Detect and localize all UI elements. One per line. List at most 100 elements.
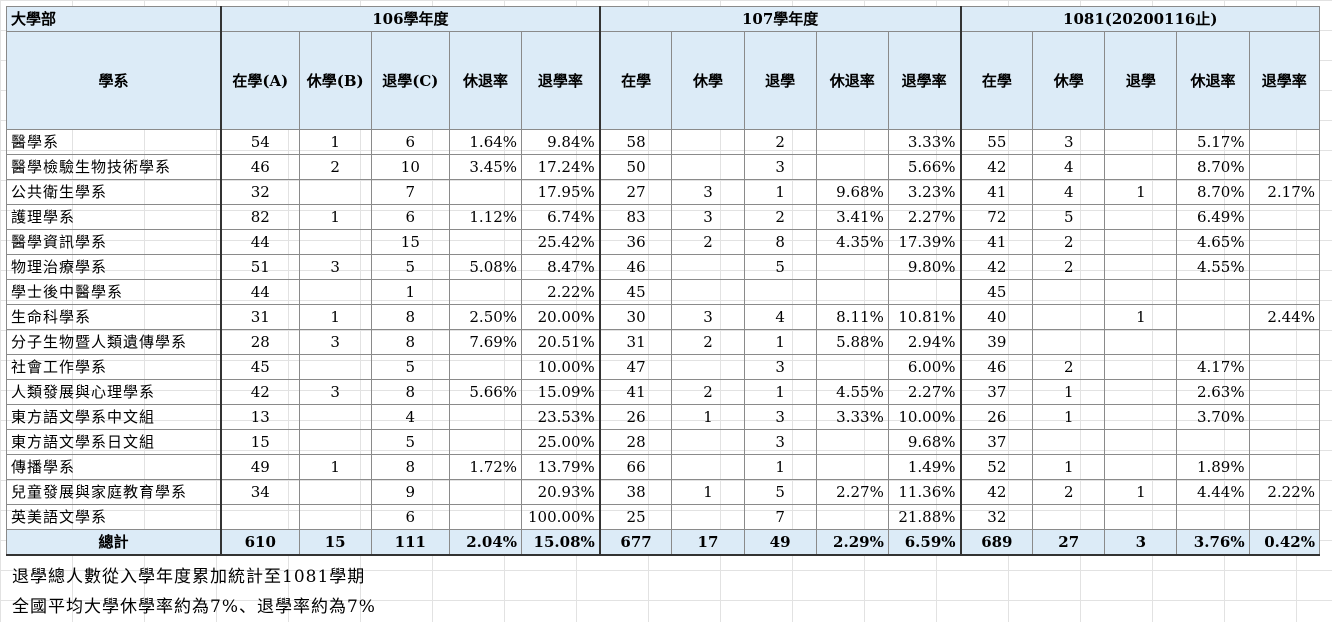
data-cell[interactable]: 45 [599, 279, 673, 305]
data-cell[interactable] [448, 479, 523, 505]
data-cell[interactable]: 8 [370, 329, 450, 355]
data-cell[interactable]: 10.00% [521, 354, 601, 380]
data-cell[interactable]: 37 [960, 429, 1034, 455]
data-cell[interactable] [1248, 229, 1321, 255]
data-cell[interactable]: 3 [743, 354, 817, 380]
data-cell[interactable]: 7 [743, 504, 817, 530]
data-cell[interactable]: 30 [599, 304, 673, 330]
data-cell[interactable]: 31 [599, 329, 673, 355]
data-cell[interactable]: 51 [220, 254, 300, 280]
data-cell[interactable]: 1 [298, 129, 372, 155]
data-cell[interactable] [1104, 404, 1178, 430]
data-cell[interactable]: 4 [1032, 179, 1106, 205]
data-cell[interactable] [298, 479, 372, 505]
data-cell[interactable]: 1 [1032, 454, 1106, 480]
data-cell[interactable]: 66 [599, 454, 673, 480]
data-cell[interactable]: 72 [960, 204, 1034, 230]
data-cell[interactable]: 36 [599, 229, 673, 255]
data-cell[interactable]: 4.65% [1176, 229, 1250, 255]
data-cell[interactable] [1248, 329, 1321, 355]
data-cell[interactable] [448, 229, 523, 255]
col-header[interactable]: 退學(C) [370, 31, 450, 130]
data-cell[interactable]: 17.39% [887, 229, 962, 255]
data-cell[interactable]: 49 [220, 454, 300, 480]
data-cell[interactable]: 55 [960, 129, 1034, 155]
data-cell[interactable] [1248, 429, 1321, 455]
data-cell[interactable] [1032, 504, 1106, 530]
data-cell[interactable] [1104, 204, 1178, 230]
data-cell[interactable]: 15 [298, 529, 372, 556]
data-cell[interactable]: 6.59% [887, 529, 962, 556]
data-cell[interactable]: 4 [743, 304, 817, 330]
data-cell[interactable]: 1 [370, 279, 450, 305]
data-cell[interactable]: 2.50% [448, 304, 523, 330]
data-cell[interactable] [298, 429, 372, 455]
col-header[interactable]: 休學 [1032, 31, 1106, 130]
data-cell[interactable] [1104, 129, 1178, 155]
data-cell[interactable] [815, 429, 889, 455]
data-cell[interactable] [448, 354, 523, 380]
data-cell[interactable]: 3.45% [448, 154, 523, 180]
data-cell[interactable]: 6 [370, 129, 450, 155]
data-cell[interactable] [1032, 304, 1106, 330]
data-cell[interactable] [1104, 354, 1178, 380]
dept-name-cell[interactable]: 生命科學系 [5, 304, 222, 330]
data-cell[interactable]: 1 [743, 379, 817, 405]
data-cell[interactable]: 2 [671, 379, 745, 405]
data-cell[interactable]: 42 [960, 479, 1034, 505]
data-cell[interactable]: 3 [298, 329, 372, 355]
data-cell[interactable] [1248, 404, 1321, 430]
year-1081-header[interactable]: 1081(20200116止) [960, 6, 1320, 32]
data-cell[interactable] [1248, 154, 1321, 180]
data-cell[interactable] [1248, 129, 1321, 155]
data-cell[interactable] [1176, 304, 1250, 330]
data-cell[interactable]: 3 [1032, 129, 1106, 155]
data-cell[interactable]: 45 [220, 354, 300, 380]
col-header[interactable]: 休學(B) [298, 31, 372, 130]
data-cell[interactable]: 5.17% [1176, 129, 1250, 155]
total-label[interactable]: 總計 [5, 529, 222, 556]
data-cell[interactable]: 34 [220, 479, 300, 505]
data-cell[interactable]: 40 [960, 304, 1034, 330]
data-cell[interactable] [815, 254, 889, 280]
data-cell[interactable] [1104, 229, 1178, 255]
data-cell[interactable]: 3 [1104, 529, 1178, 556]
data-cell[interactable] [671, 279, 745, 305]
data-cell[interactable]: 4.35% [815, 229, 889, 255]
data-cell[interactable] [1104, 454, 1178, 480]
data-cell[interactable] [671, 129, 745, 155]
data-cell[interactable] [448, 504, 523, 530]
data-cell[interactable] [671, 504, 745, 530]
data-cell[interactable]: 44 [220, 229, 300, 255]
data-cell[interactable] [298, 179, 372, 205]
data-cell[interactable]: 1.89% [1176, 454, 1250, 480]
dept-name-cell[interactable]: 醫學資訊學系 [5, 229, 222, 255]
data-cell[interactable] [671, 429, 745, 455]
year-106-header[interactable]: 106學年度 [220, 6, 601, 32]
data-cell[interactable]: 41 [599, 379, 673, 405]
data-cell[interactable]: 5.88% [815, 329, 889, 355]
data-cell[interactable] [1248, 354, 1321, 380]
data-cell[interactable]: 9 [370, 479, 450, 505]
data-cell[interactable]: 26 [960, 404, 1034, 430]
data-cell[interactable]: 100.00% [521, 504, 601, 530]
data-cell[interactable]: 20.00% [521, 304, 601, 330]
data-cell[interactable]: 20.93% [521, 479, 601, 505]
data-cell[interactable]: 6.49% [1176, 204, 1250, 230]
data-cell[interactable]: 46 [960, 354, 1034, 380]
data-cell[interactable]: 28 [220, 329, 300, 355]
data-cell[interactable]: 1 [743, 454, 817, 480]
data-cell[interactable]: 1 [1104, 179, 1178, 205]
data-cell[interactable]: 4.17% [1176, 354, 1250, 380]
data-cell[interactable]: 2 [1032, 354, 1106, 380]
data-cell[interactable] [1176, 329, 1250, 355]
data-cell[interactable] [815, 129, 889, 155]
data-cell[interactable]: 9.80% [887, 254, 962, 280]
data-cell[interactable]: 45 [960, 279, 1034, 305]
data-cell[interactable] [1248, 204, 1321, 230]
dept-name-cell[interactable]: 人類發展與心理學系 [5, 379, 222, 405]
data-cell[interactable]: 5 [1032, 204, 1106, 230]
data-cell[interactable]: 1 [1104, 304, 1178, 330]
data-cell[interactable]: 5.66% [887, 154, 962, 180]
data-cell[interactable]: 6 [370, 204, 450, 230]
